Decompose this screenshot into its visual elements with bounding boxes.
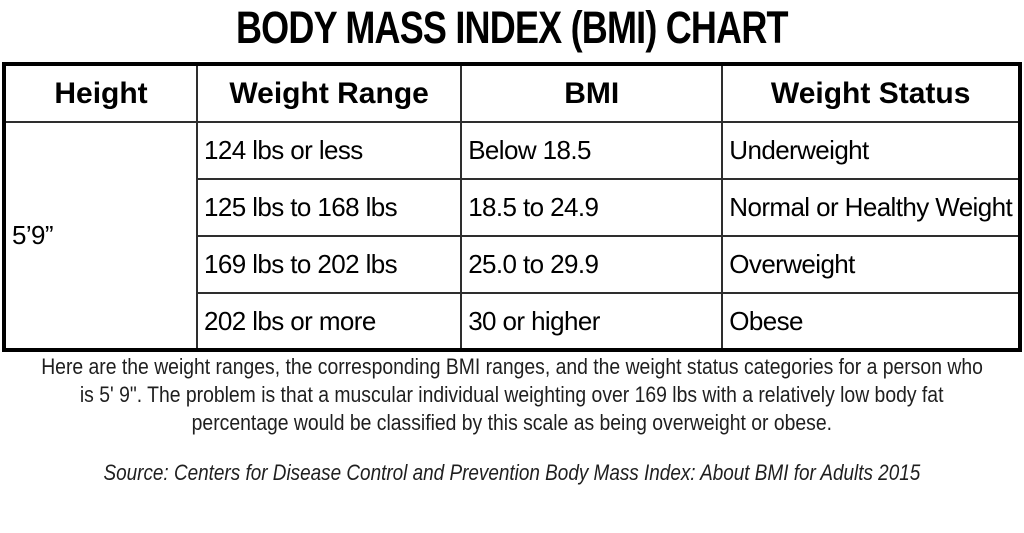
weight-range-cell: 125 lbs to 168 lbs — [196, 178, 463, 237]
description-line: is 5' 9". The problem is that a muscular… — [80, 382, 944, 407]
column-header-weight-range: Weight Range — [196, 63, 463, 123]
table-row: 169 lbs to 202 lbs 25.0 to 29.9 Overweig… — [4, 235, 1021, 294]
header-row: Height Weight Range BMI Weight Status — [2, 63, 1021, 123]
weight-range-cell: 169 lbs to 202 lbs — [196, 235, 463, 294]
bmi-cell: 30 or higher — [460, 292, 724, 351]
bmi-cell: Below 18.5 — [460, 121, 724, 180]
table-row: 202 lbs or more 30 or higher Obese — [4, 292, 1021, 351]
description-line: percentage would be classified by this s… — [191, 410, 833, 435]
page-title: BODY MASS INDEX (BMI) CHART — [0, 2, 1024, 54]
source-citation-text: Source: Centers for Disease Control and … — [103, 460, 921, 485]
weight-range-cell: 124 lbs or less — [196, 121, 463, 180]
source-citation: Source: Centers for Disease Control and … — [0, 460, 1024, 486]
weight-status-cell: Underweight — [721, 121, 1021, 180]
column-header-height: Height — [2, 63, 199, 123]
bmi-cell: 18.5 to 24.9 — [460, 178, 724, 237]
column-header-weight-status: Weight Status — [721, 63, 1021, 123]
weight-status-cell: Normal or Healthy Weight — [721, 178, 1021, 237]
bmi-cell: 25.0 to 29.9 — [460, 235, 724, 294]
column-header-bmi: BMI — [460, 63, 724, 123]
weight-status-cell: Obese — [721, 292, 1021, 351]
weight-range-cell: 202 lbs or more — [196, 292, 463, 351]
description-line: Here are the weight ranges, the correspo… — [41, 354, 983, 379]
height-value-cell: 5’9” — [2, 121, 199, 351]
bmi-table: Height Weight Range BMI Weight Status 5’… — [2, 62, 1022, 352]
table-row: 125 lbs to 168 lbs 18.5 to 24.9 Normal o… — [4, 178, 1021, 237]
description-text: Here are the weight ranges, the correspo… — [0, 353, 1024, 437]
weight-status-cell: Overweight — [721, 235, 1021, 294]
table-row: 5’9” 124 lbs or less Below 18.5 Underwei… — [2, 121, 1021, 351]
page-title-text: BODY MASS INDEX (BMI) CHART — [236, 2, 789, 53]
